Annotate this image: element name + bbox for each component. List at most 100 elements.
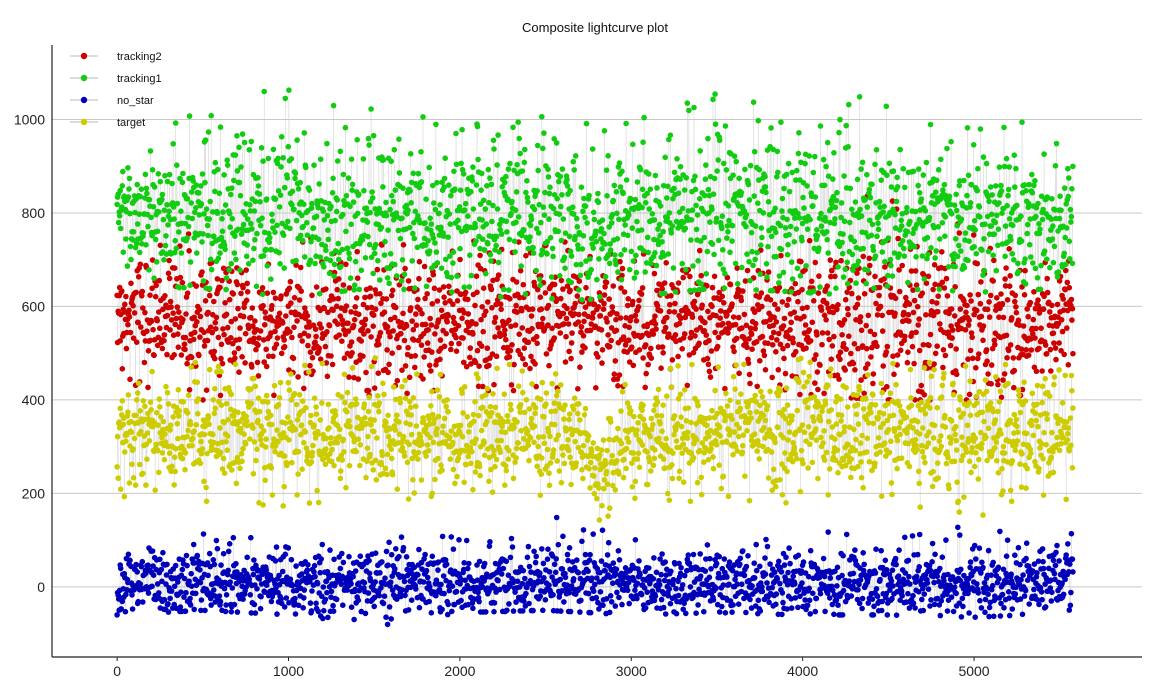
point-tracking1	[715, 237, 722, 244]
point-tracking2	[636, 347, 643, 353]
point-tracking2	[809, 319, 816, 326]
point-tracking2	[545, 302, 552, 309]
point-no_star	[246, 576, 253, 583]
point-no_star	[372, 579, 379, 585]
point-tracking2	[401, 337, 408, 344]
point-tracking2	[389, 350, 396, 357]
point-tracking2	[345, 328, 352, 334]
point-tracking1	[623, 177, 630, 183]
point-no_star	[197, 567, 203, 573]
point-no_star	[338, 581, 345, 587]
point-tracking2	[402, 265, 408, 272]
point-tracking2	[743, 322, 750, 329]
point-tracking1	[751, 148, 758, 155]
point-no_star	[187, 595, 193, 602]
point-tracking2	[632, 312, 639, 319]
point-tracking1	[921, 276, 928, 282]
point-tracking1	[161, 207, 168, 213]
point-tracking1	[281, 184, 288, 191]
point-tracking2	[602, 284, 608, 290]
point-tracking1	[685, 208, 692, 214]
point-tracking2	[564, 283, 571, 290]
point-tracking1	[639, 186, 646, 193]
point-tracking2	[519, 325, 526, 331]
point-no_star	[234, 609, 241, 615]
point-tracking2	[352, 304, 359, 310]
point-tracking1	[199, 239, 205, 245]
point-tracking2	[872, 273, 878, 280]
point-tracking2	[662, 324, 669, 331]
point-tracking2	[176, 309, 182, 315]
point-tracking1	[465, 213, 471, 219]
point-no_star	[530, 607, 536, 614]
point-tracking1	[449, 289, 455, 295]
point-tracking1	[144, 190, 150, 197]
point-tracking1	[576, 287, 582, 293]
point-tracking1	[540, 204, 547, 210]
point-tracking1	[232, 233, 238, 239]
point-tracking1	[483, 270, 489, 277]
point-tracking1	[559, 166, 566, 172]
point-tracking1	[312, 260, 318, 267]
point-tracking1	[335, 240, 342, 247]
point-tracking1	[701, 286, 707, 293]
point-tracking1	[345, 175, 352, 181]
point-tracking2	[495, 272, 502, 278]
point-no_star	[686, 560, 693, 566]
point-tracking1	[929, 193, 936, 199]
point-tracking1	[732, 260, 739, 267]
point-tracking1	[493, 233, 500, 240]
point-tracking2	[748, 331, 755, 338]
point-tracking2	[841, 317, 848, 323]
point-tracking2	[231, 350, 238, 356]
point-tracking1	[390, 198, 397, 205]
point-tracking1	[1032, 265, 1039, 272]
point-tracking2	[865, 361, 871, 367]
point-no_star	[440, 573, 447, 579]
point-no_star	[187, 602, 194, 608]
point-tracking2	[568, 340, 575, 346]
point-tracking1	[423, 196, 429, 202]
point-tracking1	[605, 153, 611, 159]
point-tracking2	[701, 327, 708, 334]
point-tracking2	[1004, 297, 1011, 303]
connecting-lines	[116, 90, 1074, 625]
point-tracking1	[485, 166, 492, 173]
point-no_star	[545, 546, 551, 552]
point-tracking2	[354, 275, 361, 282]
point-tracking1	[876, 198, 883, 205]
point-tracking2	[367, 285, 373, 291]
point-tracking2	[249, 305, 256, 311]
point-tracking2	[908, 268, 915, 274]
point-tracking2	[353, 295, 360, 301]
point-no_star	[114, 612, 120, 618]
point-tracking1	[957, 178, 963, 184]
point-tracking1	[351, 282, 358, 289]
point-no_star	[366, 570, 373, 577]
point-tracking2	[774, 337, 780, 343]
point-tracking1	[820, 156, 827, 163]
point-tracking1	[189, 215, 195, 222]
point-tracking1	[710, 96, 716, 103]
point-tracking2	[168, 304, 174, 310]
point-tracking1	[642, 199, 649, 206]
point-tracking1	[375, 257, 381, 264]
point-tracking1	[1066, 175, 1072, 181]
point-tracking1	[985, 248, 992, 255]
point-tracking1	[795, 150, 802, 157]
point-tracking1	[1040, 206, 1046, 213]
point-no_star	[129, 592, 135, 598]
point-no_star	[320, 615, 326, 622]
point-tracking1	[782, 288, 788, 295]
point-tracking2	[407, 305, 414, 311]
point-no_star	[465, 565, 471, 572]
point-no_star	[348, 604, 355, 610]
point-tracking1	[433, 249, 440, 255]
point-tracking1	[515, 119, 521, 125]
point-tracking1	[621, 247, 628, 253]
point-tracking1	[193, 205, 199, 211]
point-tracking1	[953, 207, 960, 214]
point-tracking2	[732, 321, 739, 328]
point-tracking2	[776, 284, 783, 291]
point-no_star	[312, 573, 318, 580]
